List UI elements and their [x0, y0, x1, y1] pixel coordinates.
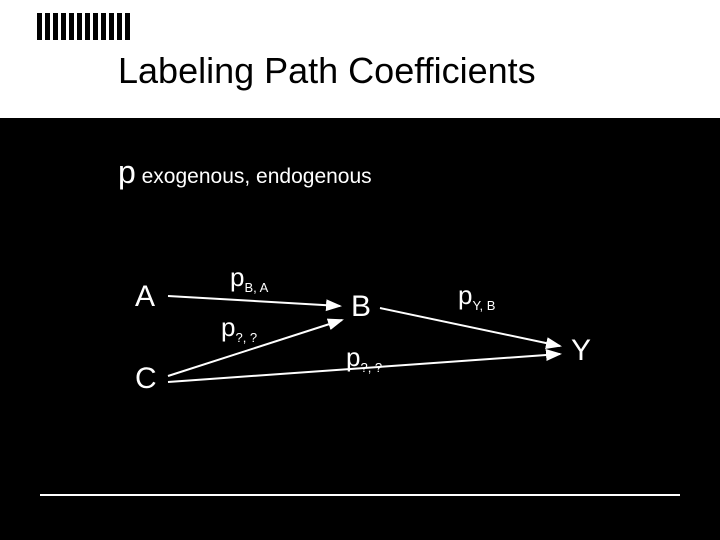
node-A: A: [135, 280, 155, 314]
coef-pQQ2: p?, ?: [346, 342, 382, 375]
slide: Labeling Path Coefficients p exogenous, …: [0, 0, 720, 540]
edge-B-Y: [380, 308, 560, 346]
coef-pBA: pB, A: [230, 262, 268, 295]
coef-sub: ?, ?: [235, 330, 257, 345]
edge-A-B: [168, 296, 340, 306]
node-C: C: [135, 362, 157, 396]
coef-p: p: [458, 280, 472, 310]
coef-sub: Y, B: [472, 298, 495, 313]
coef-sub: B, A: [244, 280, 268, 295]
node-Y: Y: [571, 334, 591, 368]
path-diagram: ACBYpB, Ap?, ?p?, ?pY, B: [0, 0, 720, 540]
arrows-svg: [0, 0, 720, 540]
coef-p: p: [221, 312, 235, 342]
node-B: B: [351, 290, 371, 324]
coef-sub: ?, ?: [360, 360, 382, 375]
coef-pYB: pY, B: [458, 280, 495, 313]
coef-pQQ1: p?, ?: [221, 312, 257, 345]
coef-p: p: [230, 262, 244, 292]
coef-p: p: [346, 342, 360, 372]
bottom-rule: [40, 494, 680, 496]
